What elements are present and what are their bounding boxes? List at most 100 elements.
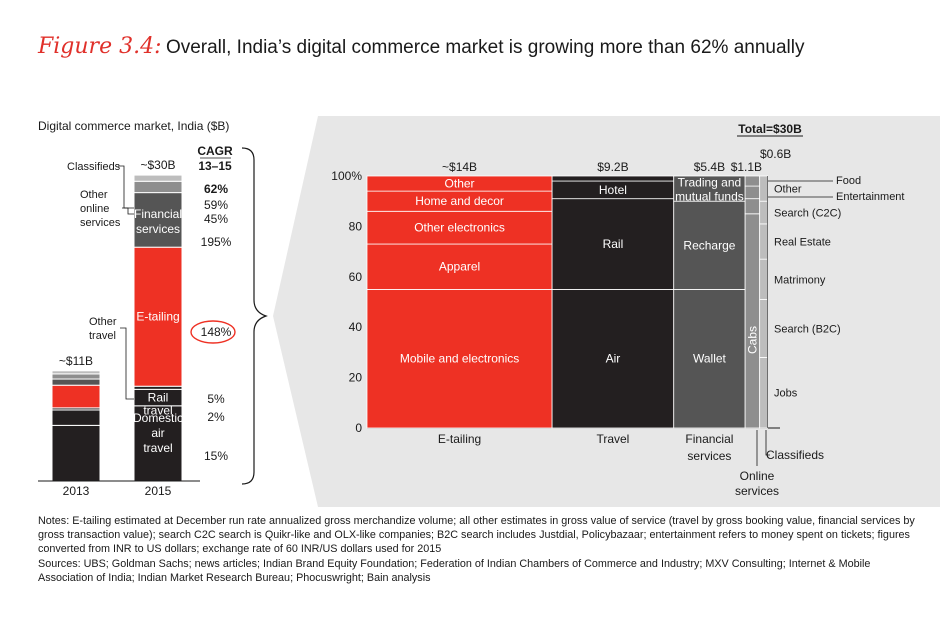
figure-label: Figure 3.4: — [38, 34, 162, 59]
cagr-period: 13–15 — [198, 159, 232, 173]
mekko-classifieds-4 — [759, 200, 768, 225]
bar-2015-other-online-services — [133, 180, 183, 194]
cagr-rail-travel: 2% — [207, 410, 225, 424]
bar-total-2015: ~$30B — [140, 158, 175, 172]
bar-total-2013: ~$11B — [59, 354, 93, 368]
col-value-4: $0.6B — [760, 147, 791, 161]
label-rail-2: travel — [143, 403, 172, 417]
callout-entertainment: Entertainment — [836, 191, 904, 203]
y-tick-20: 20 — [349, 371, 363, 385]
y-tick-0: 0 — [355, 421, 362, 435]
col-name-financial-2: services — [687, 449, 731, 463]
mekko-e-tailing-1 — [366, 243, 553, 290]
right-chart-title: Total=$30B — [738, 122, 802, 136]
label-air-2: air — [151, 426, 164, 440]
leader-other-travel — [120, 327, 134, 400]
label-rail-1: Rail — [148, 390, 169, 404]
callout-food: Food — [836, 175, 861, 187]
seg-label-cabs: Cabs — [745, 326, 759, 354]
seg-label-other: Other — [445, 177, 475, 191]
bar-2013-financial-services — [51, 378, 101, 386]
col-value-1: $9.2B — [597, 160, 628, 174]
bar-2013-other-online-services — [51, 373, 101, 380]
bar-2015-financial-services — [133, 192, 183, 248]
classifieds-label-2: Matrimony — [774, 274, 826, 286]
cagr-financial-services: 195% — [201, 235, 232, 249]
bar-2013-classifieds — [51, 370, 101, 375]
col-value-0: ~$14B — [442, 160, 477, 174]
seg-label-recharge: Recharge — [683, 238, 735, 252]
label-classifieds: Classifieds — [67, 161, 121, 173]
y-tick-100: 100% — [331, 169, 362, 183]
mekko-travel-0 — [551, 288, 675, 429]
classifieds-label-0: Jobs — [774, 388, 798, 400]
sources-text: Sources: UBS; Goldman Sachs; news articl… — [38, 557, 871, 584]
seg-label-other-electronics: Other electronics — [414, 221, 505, 235]
col-value-2: $5.4B — [694, 160, 725, 174]
cagr-header: CAGR — [197, 144, 233, 158]
mekko-e-tailing-0 — [366, 288, 553, 429]
seg-label-home-and-decor: Home and decor — [415, 194, 504, 208]
seg-label-mobile-and-electronics: Mobile and electronics — [400, 352, 519, 366]
left-chart-title: Digital commerce market, India ($B) — [38, 119, 229, 133]
col-name-online-1: Online — [740, 469, 775, 483]
bar-2013-e-tailing — [51, 384, 101, 409]
seg-label-trading-and-mutual-funds-2: mutual funds — [675, 190, 744, 204]
mekko-travel-3 — [551, 175, 675, 182]
classifieds-label-5: Other — [774, 184, 802, 196]
mekko-classifieds-1 — [759, 299, 768, 358]
col-name-online-2: services — [735, 484, 779, 498]
mekko-travel-1 — [551, 198, 675, 290]
figure-title: Figure 3.4: Overall, India’s digital com… — [38, 34, 805, 59]
seg-label-wallet: Wallet — [693, 352, 727, 366]
mekko-classifieds-5 — [759, 175, 768, 202]
notes-block: Notes: E-tailing estimated at December r… — [38, 514, 918, 585]
col-name-classifieds: Classifieds — [766, 448, 824, 462]
leader-classifieds — [118, 165, 134, 209]
bar-2015-e-tailing — [133, 246, 183, 387]
cagr-classifieds: 59% — [204, 198, 228, 212]
col-name-financial-1: Financial — [685, 432, 733, 446]
notes-text: Notes: E-tailing estimated at December r… — [38, 515, 915, 556]
label-financial-2: services — [136, 222, 180, 236]
mekko-online-services-3 — [744, 175, 761, 187]
leader-other-online — [122, 207, 134, 215]
bar-2013-rail-travel — [51, 409, 101, 426]
label-other-online-3: services — [80, 217, 121, 229]
label-etailing: E-tailing — [136, 310, 179, 324]
seg-label-hotel: Hotel — [599, 183, 627, 197]
cagr-domestic-air-travel: 15% — [204, 449, 228, 463]
bar-2013-domestic-air-travel — [51, 424, 101, 482]
mekko-classifieds-0 — [759, 357, 768, 429]
leader-classifieds-col — [765, 430, 770, 456]
chart-figure: Digital commerce market, India ($B) 2013 ~… — [38, 116, 940, 507]
mekko-financial-services-0 — [673, 288, 746, 429]
col-name-etailing: E-tailing — [438, 432, 481, 446]
label-other-travel-1: Other — [89, 316, 117, 328]
mekko-online-services-0 — [744, 213, 761, 429]
col-name-travel: Travel — [596, 432, 629, 446]
cagr-total: 62% — [204, 182, 228, 196]
curly-brace — [241, 147, 268, 485]
x-tick-2015: 2015 — [145, 484, 172, 498]
classifieds-label-1: Search (B2C) — [774, 323, 841, 335]
y-tick-60: 60 — [349, 270, 363, 284]
cagr-other-online-services: 45% — [204, 212, 228, 226]
label-air-3: travel — [143, 441, 172, 455]
mekko-classifieds-2 — [759, 258, 768, 300]
label-air-1: Domestic — [133, 411, 183, 425]
seg-label-air: Air — [606, 352, 621, 366]
classifieds-label-3: Real Estate — [774, 237, 831, 249]
y-tick-40: 40 — [349, 320, 363, 334]
seg-label-rail: Rail — [603, 237, 624, 251]
label-other-online-2: online — [80, 203, 109, 215]
figure-heading: Overall, India’s digital commerce market… — [165, 37, 805, 58]
y-tick-80: 80 — [349, 219, 363, 233]
cagr-highlight-circle — [190, 320, 236, 344]
mekko-financial-services-1 — [673, 200, 746, 290]
seg-label-trading-and-mutual-funds-1: Trading and — [678, 176, 742, 190]
mekko-online-services-2 — [744, 185, 761, 200]
col-value-3: $1.1B — [731, 160, 762, 174]
cagr-e-tailing: 148% — [201, 325, 232, 339]
cagr-other-travel: 5% — [207, 392, 225, 406]
